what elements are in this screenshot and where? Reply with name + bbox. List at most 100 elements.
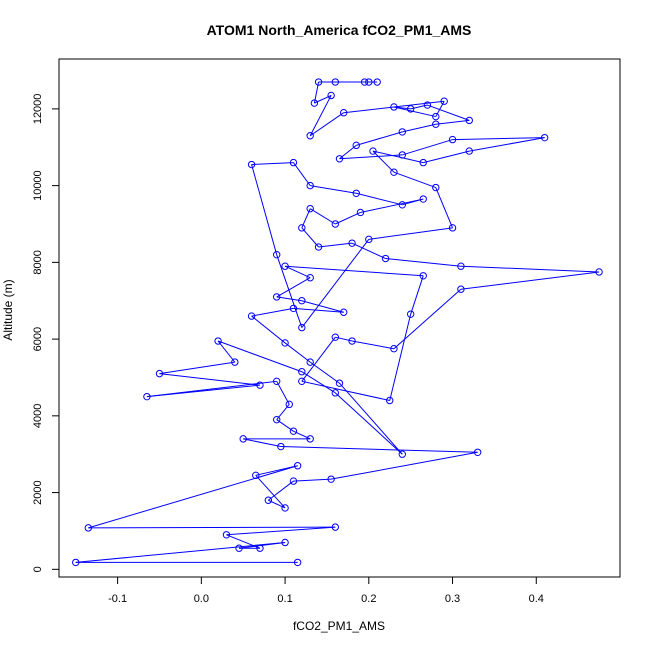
series-segment <box>217 340 236 363</box>
data-point <box>289 427 298 435</box>
plot-frame <box>58 58 621 578</box>
series-segment <box>301 371 336 394</box>
data-point <box>239 435 247 443</box>
data-point <box>448 224 457 232</box>
data-point <box>419 272 427 280</box>
data-point <box>335 155 344 163</box>
data-point <box>256 381 264 389</box>
series-segment <box>389 314 412 401</box>
data-point <box>314 78 323 86</box>
series-segment <box>318 242 353 248</box>
data-point <box>390 344 398 353</box>
x-tick-label: 0.2 <box>361 593 376 605</box>
data-point <box>406 105 415 113</box>
series-segment <box>159 361 235 375</box>
series-segment <box>339 382 403 455</box>
series-segment <box>402 123 436 133</box>
data-point <box>281 504 289 512</box>
data-point <box>423 101 432 109</box>
series-segment <box>301 227 319 248</box>
series-segment <box>243 438 281 448</box>
series-segment <box>393 106 436 118</box>
series-segment <box>276 381 290 405</box>
data-point <box>306 204 314 213</box>
data-point <box>285 400 293 409</box>
data-point <box>386 396 394 405</box>
data-point <box>155 369 164 378</box>
series-segment <box>385 258 461 267</box>
series-segment <box>301 239 370 328</box>
x-tick-label: 0.0 <box>194 593 209 605</box>
data-point <box>352 141 360 150</box>
x-axis: -0.1 0.0 0.1 0.2 0.3 0.4 <box>108 576 544 605</box>
series-segment <box>255 465 298 476</box>
data-point <box>398 151 406 159</box>
series-segment <box>372 150 395 173</box>
series-segment <box>309 208 336 225</box>
data-point <box>465 147 473 155</box>
data-point <box>289 477 298 485</box>
series-segment <box>276 277 311 298</box>
chart-title: ATOM1 North_America fCO2_PM1_AMS <box>207 22 472 38</box>
data-point <box>289 158 298 167</box>
data-point <box>256 544 264 552</box>
data-point <box>390 168 398 176</box>
series-segment <box>309 361 340 384</box>
series-segment <box>452 137 545 141</box>
series-segment <box>276 254 303 328</box>
data-point <box>306 181 314 190</box>
y-tick-label: 8000 <box>32 250 44 274</box>
data-point <box>231 358 239 366</box>
series-segment <box>368 227 453 240</box>
series-segment <box>460 271 600 290</box>
y-tick-label: 12000 <box>32 94 44 125</box>
series-segment <box>268 480 294 501</box>
series-segment <box>351 340 395 350</box>
data-point <box>281 262 289 270</box>
data-point <box>595 268 603 276</box>
series-segment <box>423 150 470 164</box>
series-segment <box>226 534 261 549</box>
data-point <box>440 97 448 105</box>
x-axis-label: fCO2_PM1_AMS <box>293 619 385 633</box>
data-point <box>448 135 457 144</box>
series-segment <box>251 307 294 317</box>
data-point <box>339 308 348 316</box>
series-segment <box>402 139 453 156</box>
data-point <box>360 78 369 86</box>
data-point <box>365 78 373 86</box>
series-lines <box>75 81 600 563</box>
data-point <box>356 208 365 217</box>
data-point <box>339 109 348 117</box>
series-segment <box>251 315 286 344</box>
series-segment <box>280 446 478 453</box>
series-points <box>72 78 603 567</box>
series-segment <box>309 112 344 137</box>
series-segment <box>351 242 386 259</box>
data-point <box>84 524 93 532</box>
data-point <box>381 254 390 263</box>
data-point <box>298 368 306 376</box>
data-point <box>247 160 256 169</box>
data-point <box>331 78 340 86</box>
data-point <box>419 158 427 167</box>
series-segment <box>334 392 403 455</box>
data-point <box>214 337 222 345</box>
data-point <box>406 310 415 318</box>
series-segment <box>393 171 436 189</box>
data-point <box>348 337 356 345</box>
series-segment <box>251 162 294 166</box>
series-segment <box>393 288 462 350</box>
data-point <box>327 91 335 100</box>
series-segment <box>276 296 302 302</box>
data-point <box>369 147 377 155</box>
data-point <box>335 379 344 387</box>
series-segment <box>293 478 332 482</box>
data-point <box>473 448 482 456</box>
data-point <box>465 116 473 125</box>
data-point <box>331 389 340 397</box>
series-segment <box>251 164 278 255</box>
data-point <box>273 250 281 259</box>
